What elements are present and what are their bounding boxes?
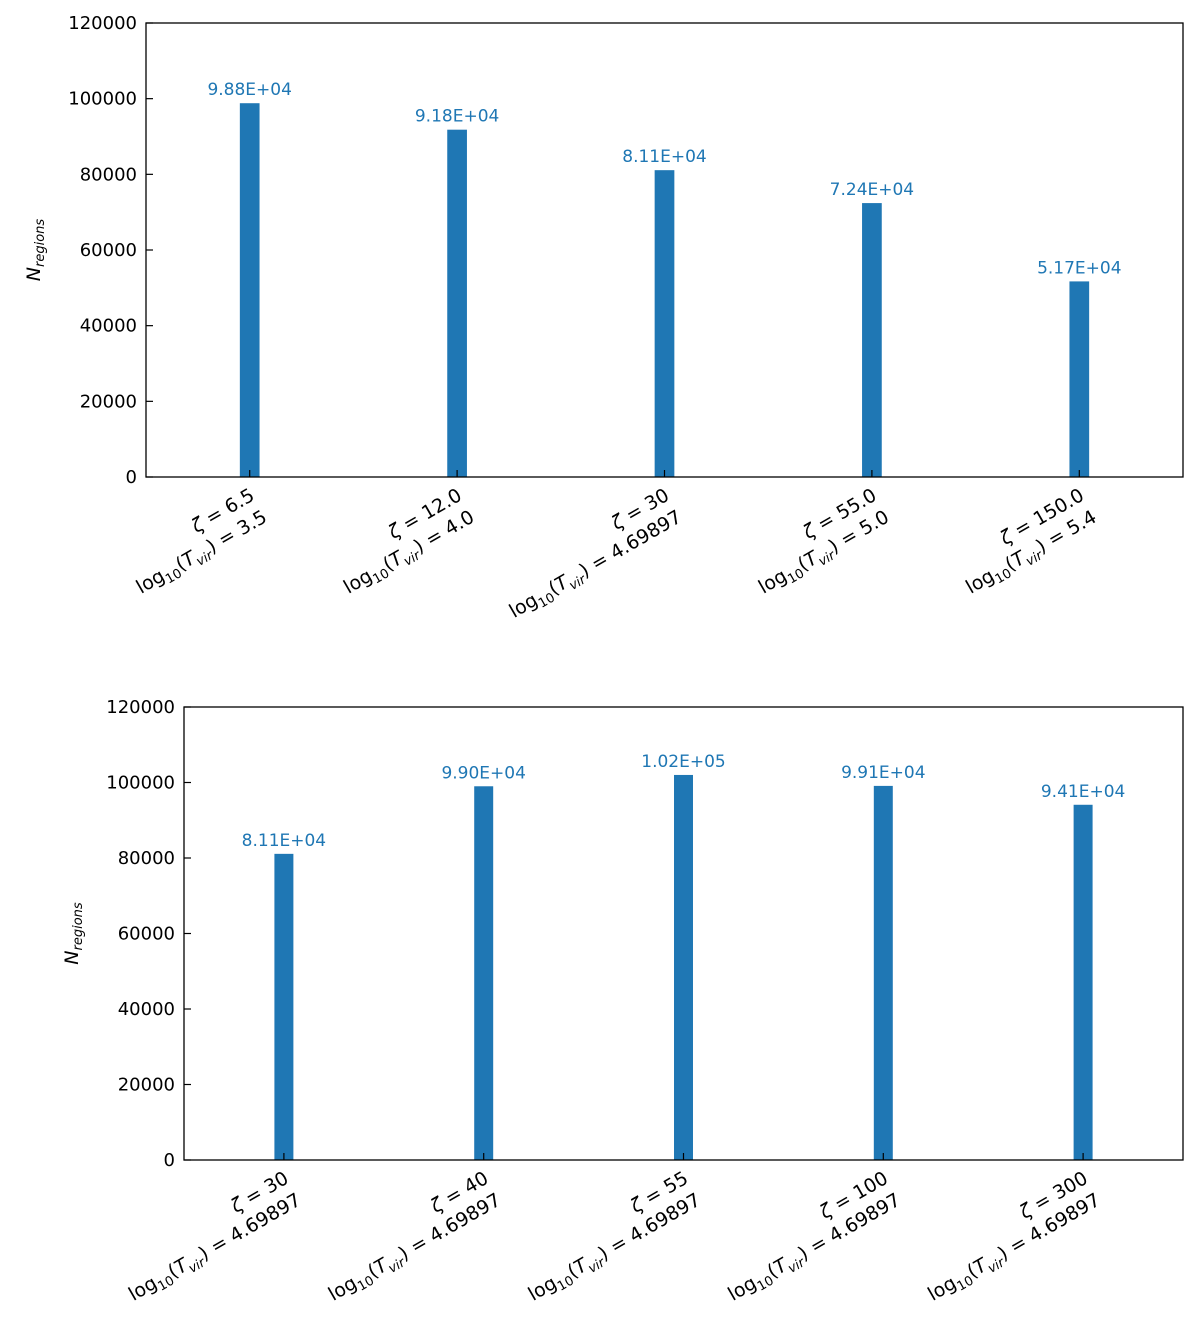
- svg-text:log10(Tvir) = 4.69897: log10(Tvir) = 4.69897: [724, 1189, 906, 1309]
- y-tick-label: 0: [126, 467, 137, 488]
- data-label: 5.17E+04: [1037, 258, 1121, 278]
- y-axis-label: Nregions: [23, 219, 48, 282]
- bar: [447, 129, 467, 477]
- y-tick-label: 120000: [68, 13, 137, 34]
- bar: [1069, 281, 1090, 477]
- bar: [674, 774, 693, 1160]
- svg-text:log10(Tvir) = 4.69897: log10(Tvir) = 4.69897: [325, 1189, 507, 1309]
- bar: [1073, 804, 1093, 1160]
- y-tick-label: 100000: [68, 89, 137, 110]
- y-tick-label: 0: [164, 1150, 175, 1171]
- data-label: 7.24E+04: [830, 180, 914, 200]
- data-label: 9.88E+04: [207, 80, 291, 100]
- y-tick-label: 20000: [80, 391, 137, 412]
- svg-text:log10(Tvir) = 4.69897: log10(Tvir) = 4.69897: [505, 506, 687, 626]
- data-label: 1.02E+05: [641, 752, 725, 772]
- data-label: 9.41E+04: [1041, 782, 1125, 802]
- y-tick-label: 120000: [106, 697, 175, 718]
- y-tick-label: 80000: [118, 848, 175, 869]
- y-tick-label: 80000: [80, 164, 137, 185]
- svg-text:log10(Tvir) = 4.69897: log10(Tvir) = 4.69897: [524, 1189, 706, 1309]
- y-tick-label: 100000: [106, 773, 175, 794]
- y-tick-label: 20000: [118, 1075, 175, 1096]
- data-label: 9.18E+04: [415, 107, 499, 127]
- chart-panel-bottom: 0 20000 40000 60000 80000 100000 120000 8.11E+0…: [61, 697, 1184, 1309]
- bar: [873, 785, 893, 1160]
- data-label: 8.11E+04: [622, 147, 706, 167]
- y-axis-label: Nregions: [61, 902, 86, 965]
- data-label: 8.11E+04: [242, 831, 326, 851]
- bar: [862, 203, 882, 477]
- svg-text:log10(Tvir) = 4.69897: log10(Tvir) = 4.69897: [125, 1189, 307, 1309]
- y-tick-label: 60000: [80, 240, 137, 261]
- bar: [239, 103, 260, 477]
- y-tick-label: 40000: [118, 999, 175, 1020]
- data-label: 9.91E+04: [841, 763, 925, 783]
- bar: [474, 786, 494, 1160]
- y-tick-label: 60000: [118, 924, 175, 945]
- data-label: 9.90E+04: [441, 763, 525, 783]
- chart-panel-top: 0 20000 40000 60000 80000 100000 120000 9.88E+0…: [23, 13, 1184, 626]
- bar: [654, 170, 675, 477]
- y-tick-label: 40000: [80, 316, 137, 337]
- bar: [274, 853, 294, 1160]
- svg-text:log10(Tvir) = 4.69897: log10(Tvir) = 4.69897: [924, 1189, 1106, 1309]
